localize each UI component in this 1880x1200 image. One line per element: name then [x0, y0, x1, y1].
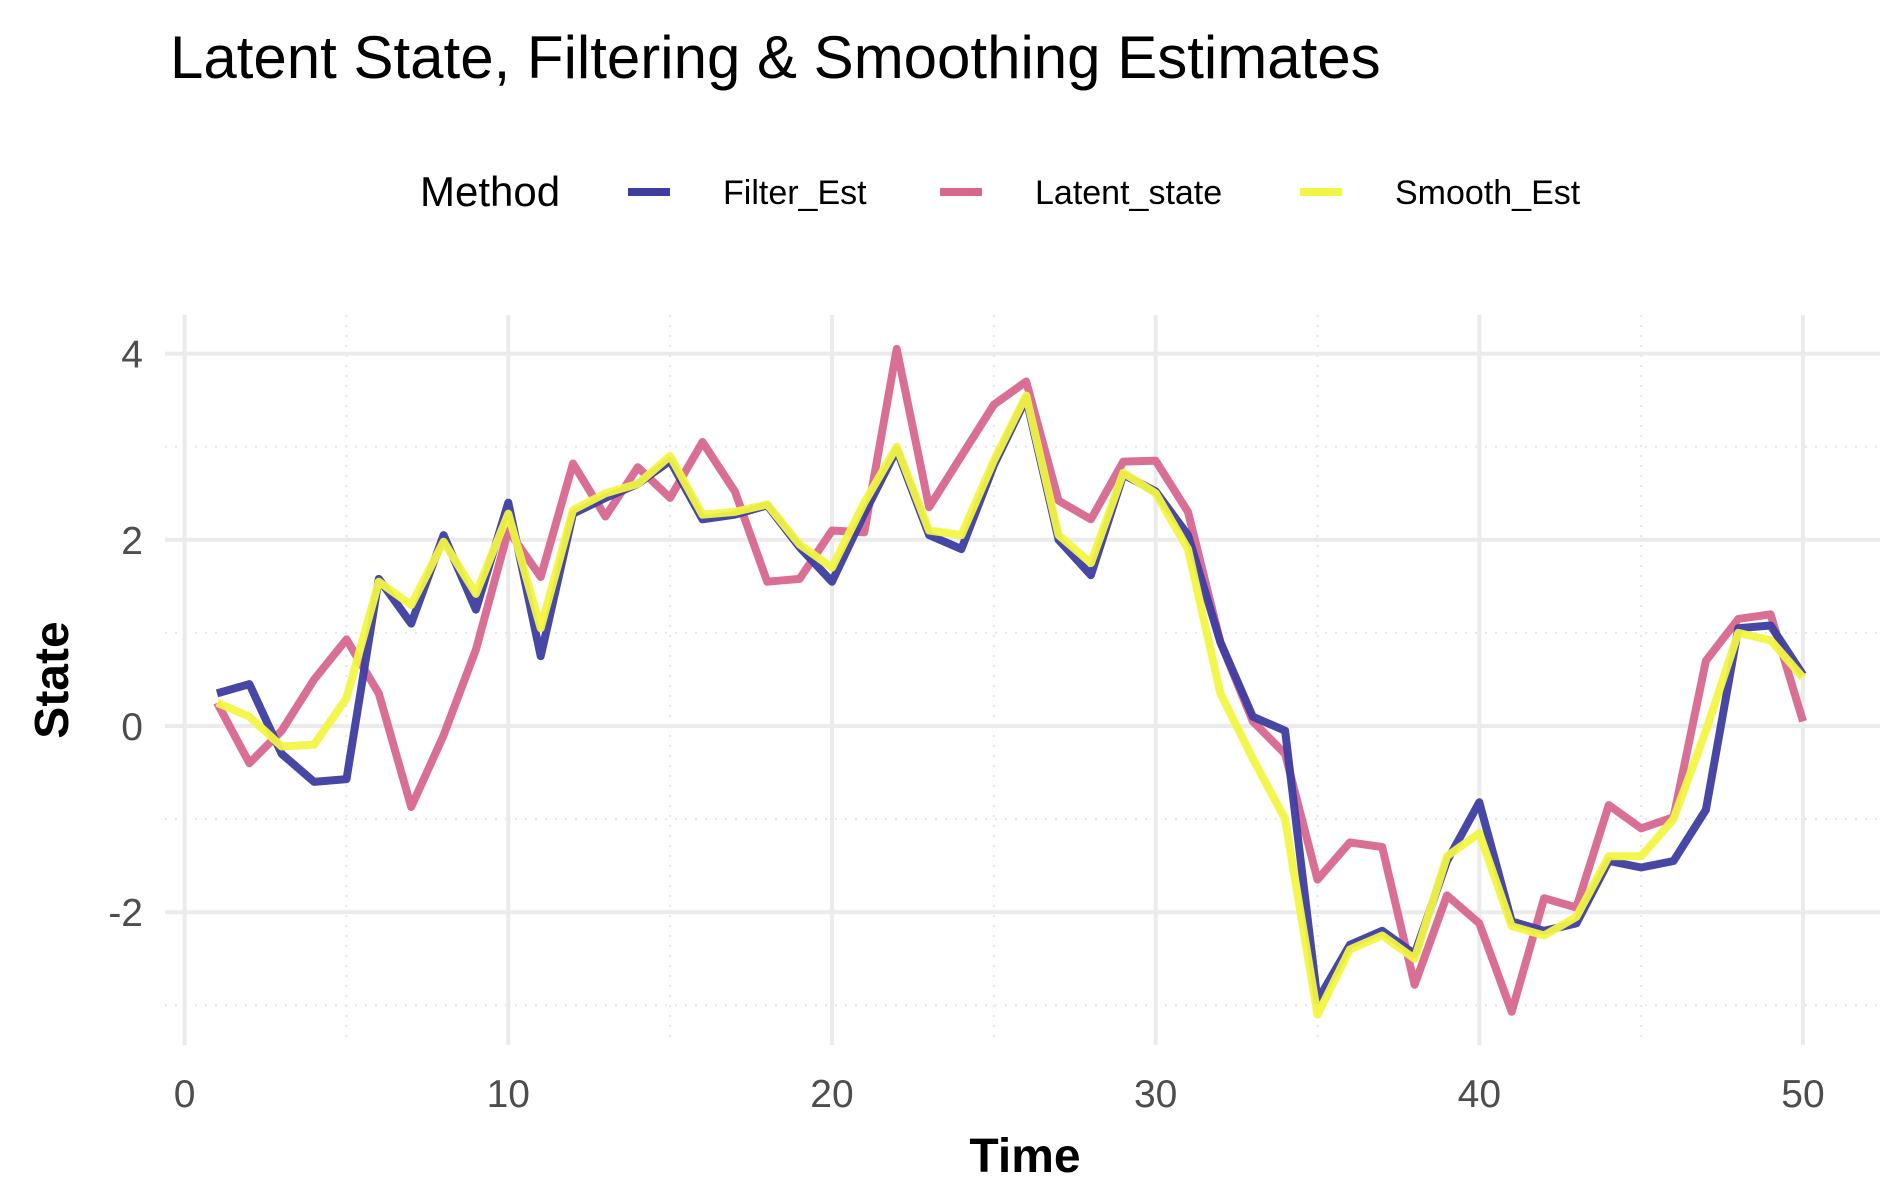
x-tick-label: 0 [174, 1073, 196, 1116]
y-tick-label: 4 [121, 334, 143, 377]
y-axis-title: State [26, 621, 79, 738]
series-group [213, 344, 1807, 1019]
legend: Method Filter_Est Latent_state Smooth_Est [420, 168, 1581, 215]
x-tick-label: 40 [1458, 1073, 1501, 1116]
tick-labels: 420-20 10 20 30 40 50 [108, 334, 1824, 1116]
series-line-smooth-est [215, 391, 1807, 1019]
x-tick-label: 50 [1781, 1073, 1824, 1116]
x-tick-label: 20 [810, 1073, 853, 1116]
chart-title: Latent State, Filtering & Smoothing Esti… [170, 24, 1381, 91]
x-tick-label: 30 [1134, 1073, 1177, 1116]
series-line-latent-state [213, 344, 1807, 1016]
legend-title: Method [420, 168, 560, 215]
y-tick-label: -2 [108, 892, 143, 935]
y-tick-label: 0 [121, 706, 143, 749]
legend-label-filter-est: Filter_Est [723, 174, 867, 212]
x-axis-title: Time [969, 1130, 1080, 1183]
grid [165, 315, 1880, 1045]
legend-label-smooth-est: Smooth_Est [1395, 174, 1581, 212]
x-tick-label: 10 [487, 1073, 530, 1116]
y-tick-label: 2 [121, 520, 143, 563]
legend-label-latent-state: Latent_state [1035, 174, 1222, 212]
